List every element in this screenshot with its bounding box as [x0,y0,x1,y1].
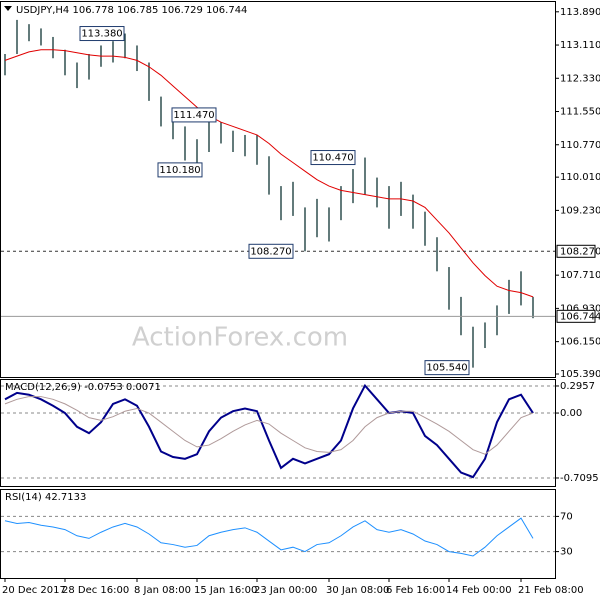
annotation-box [157,162,203,178]
indicator-line [4,396,534,455]
annotation-label: 105.540 [426,363,467,374]
y-tick-label: -0.7095 [560,473,599,484]
y-tick-label: 111.550 [560,107,600,118]
rsi-title: RSI(14) 42.7133 [5,492,86,503]
chart-title: USDJPY,H4 106.778 106.785 106.729 106.74… [16,5,247,16]
moving-average [4,49,534,298]
x-tick-label: 15 Jan 16:00 [194,585,257,596]
y-tick-label: 113.110 [560,40,600,51]
annotation-box [79,26,125,42]
y-tick-label: 113.890 [560,7,600,18]
annotation-label: 110.180 [159,165,200,176]
indicator-line [4,383,534,479]
menu-icon [4,6,12,11]
annotation-box [310,150,356,166]
x-tick-label: 8 Jan 08:00 [134,585,191,596]
y-tick-label: 70 [560,511,573,522]
y-tick-label: 30 [560,547,573,558]
y-tick-label: 0.2957 [560,381,595,392]
annotation-label: 108.270 [250,246,291,257]
price-panel [0,1,556,378]
x-tick-label: 14 Feb 00:00 [446,585,512,596]
y-tick-label: 0.00 [560,408,582,419]
y-tick-label: 112.330 [560,73,600,84]
y-tick-label: 109.230 [560,205,600,216]
y-tick-label: 105.390 [560,369,600,380]
price-label: 106.744 [560,311,600,322]
y-tick-label: 106.150 [560,337,600,348]
annotation-label: 110.470 [312,153,353,164]
x-tick-label: 20 Dec 2017 [2,585,66,596]
x-tick-label: 30 Jan 08:00 [326,585,389,596]
annotation-label: 111.470 [173,110,214,121]
indicator-line [4,517,534,557]
annotation-box [171,107,217,123]
level-box [556,244,596,258]
watermark: ActionForex.com [132,323,348,353]
price-box [556,309,596,323]
x-tick-label: 21 Feb 08:00 [518,585,584,596]
y-tick-label: 107.710 [560,270,600,281]
x-tick-label: 28 Dec 16:00 [62,585,129,596]
x-tick-label: 6 Feb 16:00 [386,585,445,596]
y-tick-label: 110.010 [560,172,600,183]
x-tick-label: 23 Jan 00:00 [254,585,317,596]
annotation-label: 113.380 [81,29,122,40]
rsi-panel [0,489,556,579]
y-tick-label: 106.930 [560,303,600,314]
macd-panel [0,379,556,487]
y-tick-label: 110.770 [560,140,600,151]
level-label: 108.270 [560,246,600,257]
annotation-box [424,360,470,376]
macd-title: MACD(12,26,9) -0.0753 0.0071 [5,382,161,393]
annotation-box [248,243,294,259]
